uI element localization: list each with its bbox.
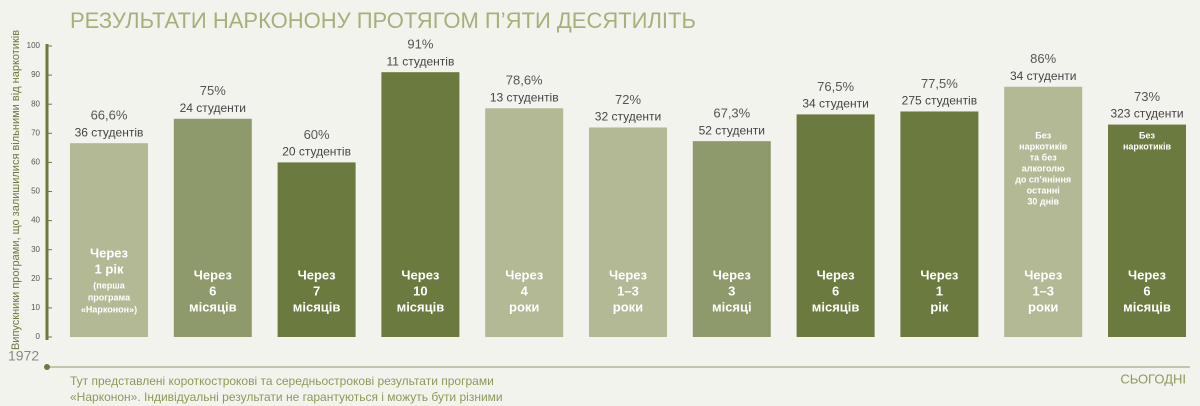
chart-title: РЕЗУЛЬТАТИ НАРКОНОНУ ПРОТЯГОМ П’ЯТИ ДЕСЯ… — [70, 8, 696, 33]
bar — [1108, 124, 1186, 337]
bar-label: 3 — [728, 283, 735, 298]
bar — [277, 162, 356, 337]
bar-note: наркотиків — [1019, 141, 1068, 151]
bar-label: 4 — [521, 283, 529, 298]
bar-label: Через — [713, 267, 752, 282]
value-label: 86% — [1030, 51, 1056, 66]
value-label: 91% — [407, 37, 433, 52]
bar-note: Без — [1139, 130, 1155, 140]
bar — [485, 108, 564, 337]
bar-label: роки — [613, 299, 643, 314]
footnote: «Нарконон». Індивідуальні результати не … — [70, 390, 503, 404]
bar-label: Через — [298, 267, 337, 282]
bar-sublabel: 323 студенти — [1110, 107, 1183, 121]
value-label: 66,6% — [91, 108, 128, 123]
value-label: 73% — [1134, 89, 1160, 104]
value-label: 77,5% — [921, 76, 958, 91]
bar-sublabel: 24 студенти — [180, 101, 246, 115]
bar-label: 1 рік — [95, 261, 124, 276]
value-label: 60% — [304, 127, 330, 142]
bar-label: «Нарконон») — [81, 304, 137, 314]
bar — [70, 143, 148, 337]
bar-note: Без — [1035, 130, 1051, 140]
bar-label: рік — [930, 299, 949, 314]
y-tick-label: 100 — [27, 41, 41, 50]
bar-label: Через — [609, 267, 648, 282]
footnote: Тут представлені короткострокові та сере… — [70, 374, 494, 388]
bar-label: місяців — [189, 299, 237, 314]
bar — [173, 118, 252, 337]
y-tick-label: 50 — [31, 187, 40, 196]
bar-sublabel: 52 студенти — [699, 123, 765, 137]
bar-label: (перша — [93, 280, 125, 290]
bar-sublabel: 275 студентів — [902, 94, 977, 108]
bar — [589, 127, 667, 337]
bar-note: наркотиків — [1123, 141, 1172, 151]
bar-note: алкоголю — [1022, 163, 1065, 173]
y-tick-label: 10 — [31, 303, 40, 312]
bar-label: роки — [509, 299, 539, 314]
bar — [692, 141, 771, 337]
bar-label: Через — [194, 267, 233, 282]
bar-sublabel: 20 студентів — [282, 145, 351, 159]
bar-label: 1–3 — [617, 283, 639, 298]
bar-sublabel: 34 студенти — [1010, 69, 1076, 83]
bar — [381, 72, 460, 337]
timeline-end: СЬОГОДНІ — [1120, 371, 1186, 386]
bar-label: місяців — [812, 299, 860, 314]
bar-sublabel: 32 студенти — [595, 110, 661, 124]
bar-label: програма — [88, 292, 131, 302]
y-axis-label: Випускники програми, що залишилися вільн… — [10, 30, 22, 350]
bar-note: 30 днів — [1027, 196, 1059, 206]
y-tick-label: 60 — [31, 158, 40, 167]
y-tick-label: 70 — [31, 128, 40, 137]
bar-note: останні — [1027, 185, 1060, 195]
y-tick-label: 40 — [31, 216, 40, 225]
y-tick-label: 30 — [31, 245, 40, 254]
y-tick-label: 80 — [31, 99, 40, 108]
y-tick-label: 20 — [31, 274, 40, 283]
bar-label: Через — [90, 245, 129, 260]
value-label: 72% — [615, 92, 641, 107]
bar-label: місяців — [1123, 299, 1171, 314]
bar-label: 6 — [832, 283, 839, 298]
bar-label: Через — [817, 267, 856, 282]
value-label: 76,5% — [817, 79, 854, 94]
bar-label: місяців — [293, 299, 341, 314]
value-label: 78,6% — [506, 73, 543, 88]
bar-label: 10 — [413, 283, 427, 298]
bar-label: Через — [1024, 267, 1063, 282]
bar-label: Через — [1128, 267, 1167, 282]
bar-label: 1–3 — [1032, 283, 1054, 298]
bar-label: Через — [401, 267, 440, 282]
bar-label: 7 — [313, 283, 320, 298]
bar-note: та без — [1030, 152, 1057, 162]
y-tick-label: 0 — [36, 332, 41, 341]
bar-label: Через — [505, 267, 544, 282]
bar-label: Через — [920, 267, 959, 282]
timeline-dot — [44, 364, 50, 370]
bar — [1004, 86, 1083, 338]
bar-sublabel: 13 студентів — [490, 90, 559, 104]
bar-sublabel: 11 студентів — [386, 54, 454, 68]
value-label: 75% — [200, 83, 226, 98]
bar-sublabel: 34 студенти — [802, 97, 868, 111]
bar — [796, 114, 875, 337]
bar-label: роки — [1028, 299, 1058, 314]
bar-label: 6 — [209, 283, 216, 298]
bar-sublabel: 36 студентів — [75, 125, 144, 139]
bar-note: до сп’яніння — [1015, 174, 1071, 184]
bar-label: місяців — [397, 299, 445, 314]
bar — [900, 111, 979, 337]
bar-label: місяці — [712, 299, 752, 314]
bar-label: 1 — [936, 283, 943, 298]
timeline-start: 1972 — [8, 348, 39, 364]
value-label: 67,3% — [713, 106, 750, 121]
bar-label: 6 — [1143, 283, 1150, 298]
y-tick-label: 90 — [31, 70, 40, 79]
